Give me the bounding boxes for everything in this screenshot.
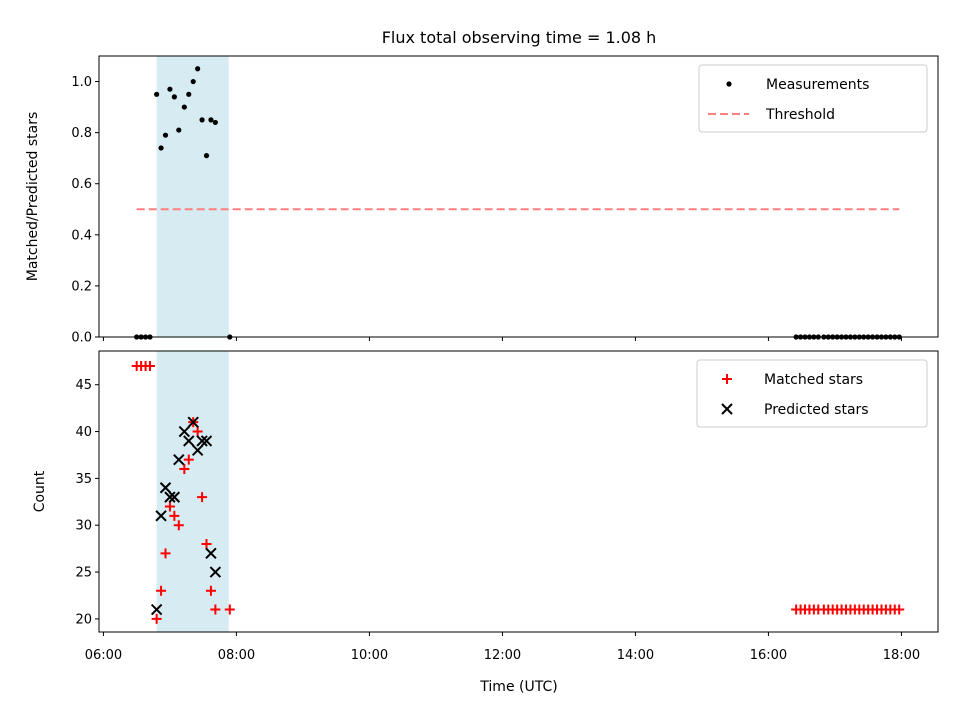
panel2-y-tick-label: 45: [75, 378, 92, 393]
panel1-legend-label-1: Measurements: [766, 77, 869, 93]
x-tick-label: 08:00: [218, 648, 255, 663]
panel2-series-1-point-16: [201, 538, 212, 549]
panel1-y-tick-label: 0.4: [71, 228, 92, 243]
panel2-series-1-point-17: [205, 585, 216, 596]
panel2-series-1-point-5: [151, 613, 162, 624]
chart-title: Flux total observing time = 1.08 h: [382, 28, 657, 47]
panel2-y-tick-label: 35: [75, 472, 92, 487]
panel2-series-2-point-2: [155, 510, 167, 522]
panel1-legend-marker-1: [726, 81, 732, 87]
x-tick-label: 14:00: [617, 648, 654, 663]
panel2-series-1-point-18: [210, 604, 221, 615]
panel2-series-2-point-9: [187, 416, 199, 428]
panel1-series-1-point-18: [212, 119, 218, 126]
panel1-y-axis-label: Matched/Predicted stars: [25, 112, 41, 282]
panel1-shaded-interval: [156, 56, 229, 337]
panel1-series-1-point-14: [195, 66, 201, 72]
x-tick-label: 18:00: [883, 648, 920, 663]
panel2-y-tick-label: 30: [75, 519, 92, 534]
panel1-y-tick-label: 0.8: [71, 126, 92, 141]
panel2-series-2-point-12: [200, 435, 213, 447]
panel2-legend-box: [696, 359, 928, 428]
panel2-series-2-point-8: [183, 435, 195, 447]
panel2-y-axis-label: Count: [32, 470, 48, 512]
panel2-series-1-point-6: [156, 585, 167, 596]
panel2-series-2-point-5: [168, 491, 181, 503]
panel2-series-2-point-14: [209, 566, 222, 578]
panel1-series-1-point-7: [162, 132, 169, 138]
panel2-series-1-point-14: [192, 426, 203, 437]
panel2-series-1-point-7: [160, 548, 171, 559]
x-axis-label: Time (UTC): [479, 679, 557, 695]
panel2-series-1-point-19: [224, 604, 235, 615]
panel1-series-1-point-8: [167, 86, 173, 92]
panel2-legend-marker-2: [721, 403, 733, 415]
panel1-series-1-point-12: [186, 91, 192, 97]
panel1-y-tick-label: 0.6: [71, 177, 92, 192]
panel1-series-1-point-15: [199, 117, 205, 123]
x-tick-label: 12:00: [484, 648, 521, 663]
panel2-legend-label-2: Predicted stars: [764, 402, 869, 418]
panel2-series-2-point-6: [173, 453, 185, 466]
panel2-series-2-point-1: [150, 603, 163, 616]
panel2-series-1-point-11: [179, 464, 190, 475]
panel1-y-tick-label: 1.0: [71, 75, 92, 90]
panel2-axes-frame: [98, 350, 939, 633]
panel2-series-1-point-4: [144, 360, 155, 371]
panel2-shaded-interval: [156, 351, 229, 632]
panel2-series-1-point-43: [894, 604, 905, 615]
x-tick-label: 16:00: [750, 648, 787, 663]
panel1-legend-label-2: Threshold: [765, 107, 835, 123]
panel2-y-tick-label: 20: [75, 612, 92, 627]
panel1-axes-frame: [98, 55, 939, 338]
panel1-series-1-point-16: [203, 153, 210, 159]
panel2-series-2-point-11: [196, 435, 208, 447]
panel2-series-1-point-12: [183, 454, 194, 465]
panel1-y-tick-label: 0.0: [71, 331, 92, 346]
panel1-y-tick-label: 0.2: [71, 279, 92, 294]
panel2-y-tick-label: 25: [75, 566, 92, 581]
panel2-series-2-point-4: [164, 491, 176, 503]
plot-layer: 0.0 0.2 0.4 0.6 0.8 1.0 Matched/Predicted star…: [25, 55, 939, 663]
panel1-series-1-point-17: [208, 117, 214, 123]
panel2-series-2-point-3: [159, 482, 172, 494]
panel2-series-1-point-10: [173, 520, 184, 531]
panel1-series-1-point-11: [181, 104, 187, 110]
panel2-series-1-point-9: [169, 510, 180, 521]
panel2-series-2-point-7: [178, 425, 191, 438]
panel1-series-1-point-5: [154, 91, 160, 97]
panel1-series-1-point-10: [176, 127, 182, 133]
panel2-legend-label-1: Matched stars: [764, 372, 863, 388]
x-tick-label: 10:00: [351, 648, 388, 663]
panel2-legend-marker-1: [722, 374, 732, 384]
panel2-series-2-point-13: [205, 547, 217, 560]
panel1-series-1-point-13: [190, 78, 196, 85]
x-tick-label: 06:00: [85, 648, 122, 663]
panel1-series-1-point-9: [171, 94, 177, 100]
panel2-y-tick-label: 40: [75, 425, 92, 440]
panel2-series-1-point-8: [164, 501, 175, 512]
panel2-series-2-point-10: [191, 444, 204, 456]
panel1-legend-box: [698, 64, 928, 133]
panel1-series-1-point-6: [158, 145, 164, 151]
panel2-series-1-point-15: [197, 492, 208, 503]
